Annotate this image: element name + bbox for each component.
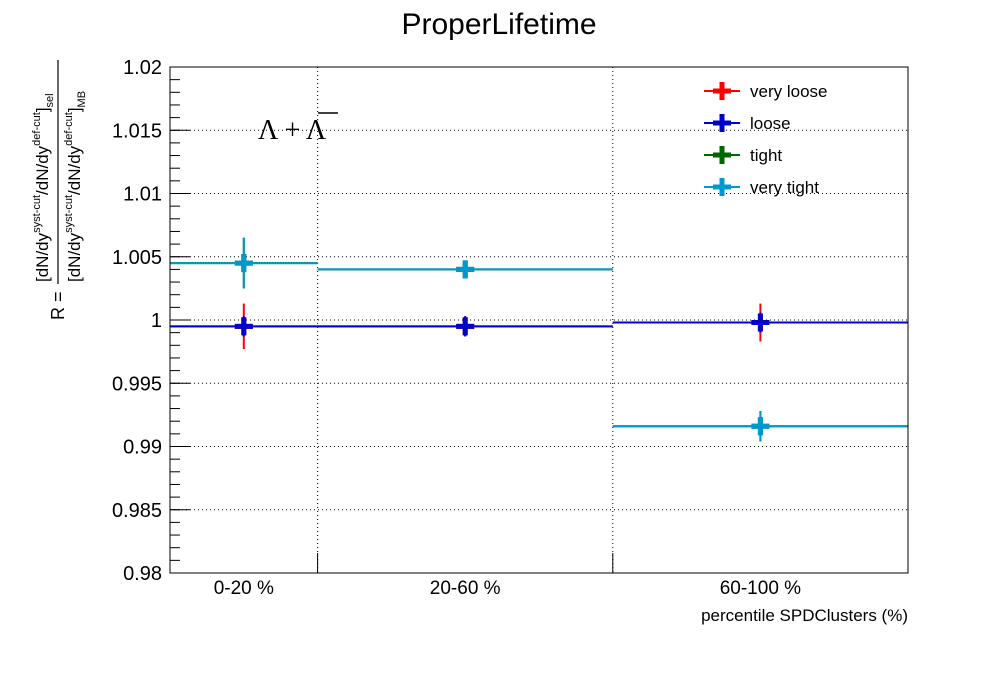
x-tick-labels: 0-20 % 20-60 % 60-100 % bbox=[214, 578, 801, 599]
y-tick-label: 1.005 bbox=[112, 247, 162, 269]
series-loose bbox=[170, 312, 908, 337]
y-tick-label: 0.99 bbox=[123, 437, 162, 459]
axis-ticks bbox=[170, 66, 614, 574]
x-tick-label: 20-60 % bbox=[430, 578, 501, 599]
legend-entry: very loose bbox=[704, 82, 827, 101]
series-very-tight bbox=[170, 237, 908, 442]
legend-label: very loose bbox=[750, 82, 827, 101]
y-label-numerator: [dN/dysyst-cut/dN/dydef-cut]sel bbox=[31, 93, 56, 282]
y-tick-label: 1 bbox=[151, 310, 162, 332]
y-label-prefix: R = bbox=[48, 291, 68, 320]
y-tick-label: 1.01 bbox=[123, 184, 162, 206]
y-tick-labels: 0.98 0.985 0.99 0.995 1 1.005 1.01 1.015 1.02 bbox=[112, 57, 162, 585]
legend: very loose loose tight very tight bbox=[704, 82, 827, 197]
legend-label: loose bbox=[750, 114, 791, 133]
y-tick-label: 0.98 bbox=[123, 563, 162, 585]
y-tick-label: 1.015 bbox=[112, 120, 162, 142]
grid-lines bbox=[170, 67, 908, 573]
chart-title: ProperLifetime bbox=[401, 8, 596, 41]
series-tight bbox=[170, 237, 908, 442]
legend-label: tight bbox=[750, 146, 782, 165]
legend-entry: tight bbox=[704, 146, 782, 165]
y-label-denominator: [dN/dysyst-cut/dN/dydef-cut]MB bbox=[63, 91, 88, 282]
x-axis-label: percentile SPDClusters (%) bbox=[701, 606, 908, 625]
data-series bbox=[170, 237, 908, 442]
x-tick-label: 60-100 % bbox=[720, 578, 801, 599]
legend-label: very tight bbox=[750, 178, 819, 197]
legend-entry: very tight bbox=[704, 178, 819, 197]
annotation-text: Λ + Λ bbox=[258, 115, 327, 146]
legend-entry: loose bbox=[704, 114, 791, 133]
y-tick-label: 1.02 bbox=[123, 57, 162, 79]
x-tick-label: 0-20 % bbox=[214, 578, 274, 599]
y-tick-label: 0.995 bbox=[112, 373, 162, 395]
y-tick-label: 0.985 bbox=[112, 500, 162, 522]
particle-annotation: Λ + Λ bbox=[258, 112, 338, 146]
y-axis-label: R = [dN/dysyst-cut/dN/dydef-cut]sel [dN/… bbox=[31, 60, 88, 320]
